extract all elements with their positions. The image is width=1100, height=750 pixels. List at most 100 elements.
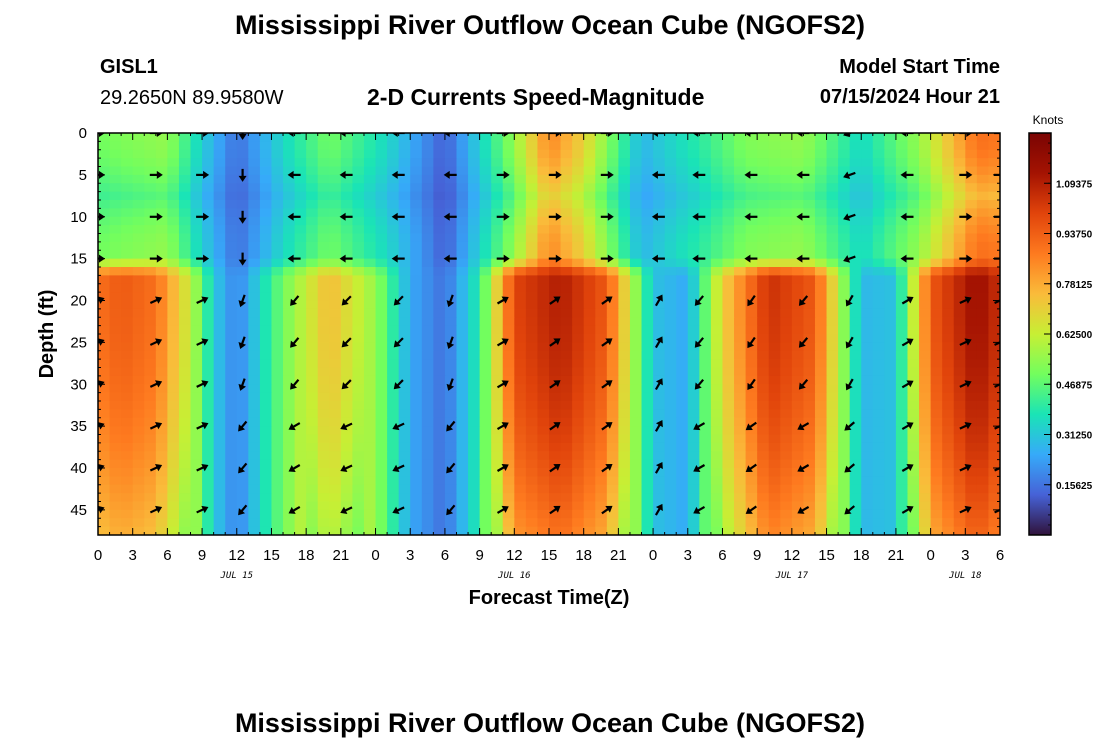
- heatmap-cell: [363, 442, 377, 452]
- heatmap-cell: [306, 401, 319, 410]
- heatmap-cell: [456, 250, 469, 260]
- heatmap-cell: [132, 518, 145, 528]
- heatmap-cell: [398, 166, 411, 176]
- heatmap-cell: [121, 442, 134, 452]
- heatmap-cell: [317, 401, 330, 410]
- heatmap-cell: [861, 493, 874, 503]
- heatmap-cell: [953, 459, 966, 469]
- heatmap-cell: [838, 417, 851, 427]
- heatmap-cell: [745, 442, 758, 452]
- current-vector-arrow: [341, 295, 352, 306]
- heatmap-cell: [329, 417, 342, 427]
- heatmap-cell: [549, 241, 562, 251]
- current-vector-arrow: [149, 338, 163, 346]
- heatmap-cell: [421, 325, 434, 335]
- heatmap-cell: [942, 476, 955, 486]
- heatmap-cell: [745, 484, 758, 494]
- current-vector-arrow: [196, 133, 210, 137]
- heatmap-cell: [560, 325, 573, 335]
- heatmap-cell: [861, 292, 874, 302]
- heatmap-cell: [178, 434, 192, 444]
- heatmap-cell: [259, 216, 273, 226]
- current-vector-arrow: [901, 505, 914, 514]
- heatmap-cell: [965, 392, 978, 402]
- heatmap-cell: [814, 476, 828, 486]
- heatmap-cell: [121, 468, 134, 477]
- heatmap-cell: [595, 166, 608, 176]
- heatmap-cell: [121, 493, 134, 503]
- current-vector-arrow: [900, 133, 914, 137]
- heatmap-cell: [317, 208, 330, 218]
- heatmap-cell: [468, 283, 481, 293]
- heatmap-cell: [363, 409, 377, 419]
- heatmap-cell: [930, 166, 943, 176]
- heatmap-cell: [190, 434, 203, 444]
- heatmap-cell: [294, 426, 307, 436]
- heatmap-cell: [965, 409, 978, 419]
- heatmap-cell: [525, 292, 539, 302]
- heatmap-cell: [710, 359, 724, 369]
- heatmap-cell: [537, 241, 550, 251]
- heatmap-cell: [710, 233, 724, 243]
- heatmap-cell: [560, 292, 573, 302]
- heatmap-cell: [375, 509, 388, 519]
- heatmap-cell: [98, 241, 111, 251]
- heatmap-cell: [375, 417, 388, 427]
- heatmap-cell: [953, 166, 966, 176]
- heatmap-cell: [144, 174, 157, 184]
- heatmap-cell: [976, 275, 990, 285]
- heatmap-cell: [167, 375, 180, 385]
- heatmap-cell: [676, 225, 689, 235]
- heatmap-cell: [479, 275, 492, 285]
- heatmap-cell: [838, 166, 851, 176]
- heatmap-cell: [942, 451, 955, 461]
- heatmap-cell: [421, 225, 434, 235]
- heatmap-cell: [121, 267, 134, 276]
- heatmap-cell: [791, 526, 805, 535]
- heatmap-cell: [907, 392, 920, 402]
- heatmap-cell: [514, 166, 527, 176]
- heatmap-cell: [606, 141, 619, 151]
- current-vector-arrow: [994, 380, 1000, 388]
- colorbar-tick-label: 0.46875: [1056, 380, 1093, 391]
- heatmap-cell: [838, 283, 851, 293]
- heatmap-cell: [144, 509, 157, 519]
- current-vector-arrow: [694, 295, 704, 306]
- heatmap-cell: [491, 225, 504, 235]
- heatmap-cell: [988, 501, 1000, 511]
- heatmap-cell: [745, 225, 758, 235]
- heatmap-cell: [132, 258, 145, 268]
- heatmap-cell: [144, 417, 157, 427]
- heatmap-cell: [930, 375, 943, 385]
- heatmap-cell: [294, 267, 307, 276]
- heatmap-cell: [780, 283, 793, 293]
- heatmap-cell: [942, 183, 955, 193]
- heatmap-cell: [965, 518, 978, 528]
- heatmap-cell: [884, 451, 897, 461]
- heatmap-cell: [953, 200, 966, 209]
- current-vector-arrow: [601, 463, 613, 473]
- heatmap-cell: [780, 241, 793, 251]
- heatmap-cell: [710, 384, 724, 394]
- heatmap-cell: [780, 174, 793, 184]
- heatmap-cell: [710, 216, 724, 226]
- current-vector-arrow: [393, 337, 404, 348]
- heatmap-cell: [814, 442, 828, 452]
- heatmap-cell: [294, 166, 307, 176]
- heatmap-cell: [780, 250, 793, 260]
- heatmap-cell: [491, 149, 504, 159]
- heatmap-cell: [572, 275, 585, 285]
- heatmap-cell: [167, 133, 180, 142]
- heatmap-cell: [537, 451, 550, 461]
- heatmap-cell: [710, 258, 724, 268]
- heatmap-cell: [271, 241, 284, 251]
- heatmap-cell: [722, 317, 735, 327]
- heatmap-cell: [653, 308, 666, 318]
- heatmap-cell: [433, 283, 446, 293]
- heatmap-cell: [838, 258, 851, 268]
- heatmap-cell: [387, 292, 400, 302]
- heatmap-cell: [976, 208, 990, 218]
- heatmap-cell: [121, 233, 134, 243]
- heatmap-cell: [514, 501, 527, 511]
- heatmap-cell: [895, 241, 909, 251]
